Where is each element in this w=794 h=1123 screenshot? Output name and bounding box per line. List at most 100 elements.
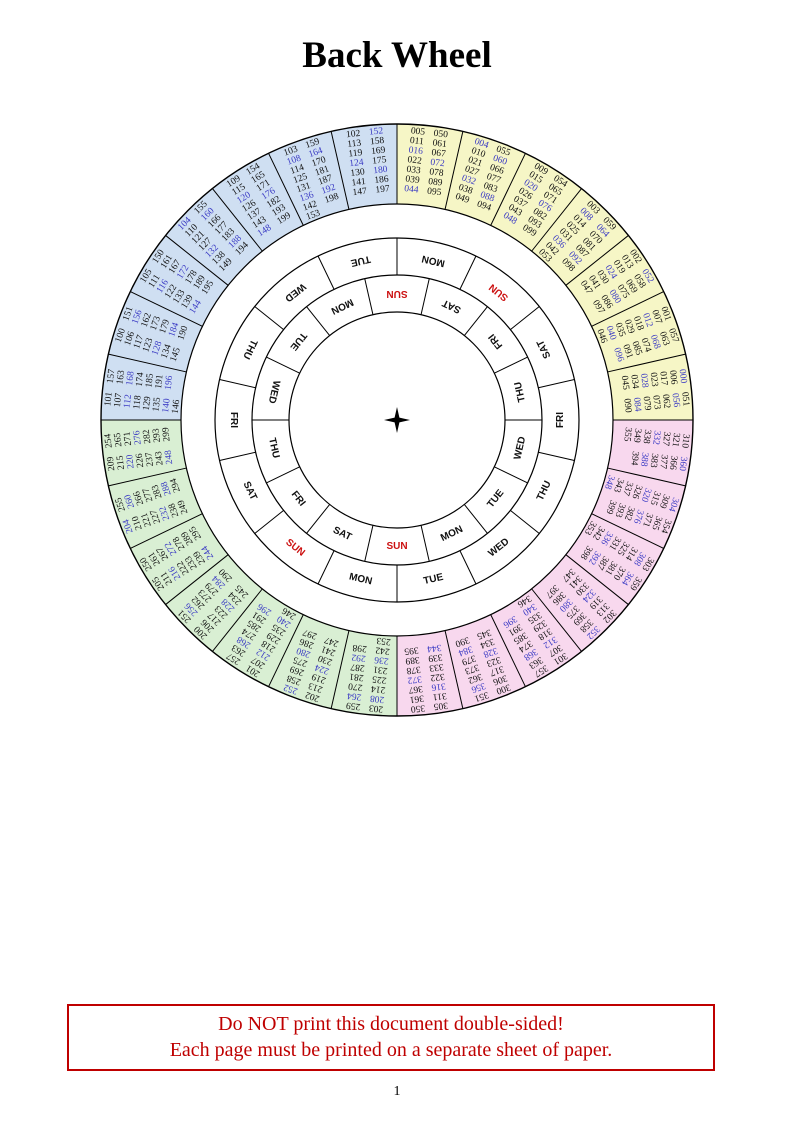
year-number: 051 — [679, 391, 691, 407]
weekday-label: WED — [266, 379, 282, 404]
year-number: 317 — [488, 663, 505, 677]
year-sector: 2052112162222332392442502612672722782892… — [138, 524, 216, 592]
year-number: 175 — [372, 155, 388, 167]
year-number: 269 — [289, 663, 306, 677]
day-cell-divider — [306, 504, 331, 534]
year-number: 320 — [638, 486, 652, 503]
year-number: 258 — [285, 672, 302, 686]
weekday-label: SUN — [487, 281, 510, 303]
weekday-label: FRI — [228, 412, 239, 428]
year-number: 056 — [670, 393, 682, 409]
day-cell-divider — [306, 306, 331, 336]
sector-divider — [444, 131, 464, 210]
year-sector: 2032082142252312362422532592642702812872… — [345, 635, 392, 714]
year-number: 215 — [115, 455, 127, 471]
year-number: 393 — [613, 502, 627, 519]
year-number: 077 — [485, 172, 502, 186]
year-number: 074 — [639, 337, 653, 354]
sector-divider — [330, 131, 350, 210]
year-sector: 1051111161221331391441501611671721781891… — [139, 248, 217, 316]
year-sector: 1031081141251311361421531591641701811871… — [282, 137, 340, 223]
year-number: 373 — [463, 662, 480, 676]
weekday-label: TUE — [287, 330, 308, 353]
year-number: 028 — [638, 373, 650, 389]
weekday-label: FRI — [555, 412, 566, 428]
year-number: 226 — [135, 453, 147, 469]
year-number: 029 — [622, 318, 636, 335]
day-cell-divider — [459, 255, 477, 290]
year-number: 007 — [649, 309, 663, 326]
year-number: 049 — [454, 192, 471, 206]
year-number: 142 — [302, 199, 319, 213]
year-number: 361 — [409, 693, 425, 705]
weekday-label: SUN — [386, 288, 407, 299]
year-number: 277 — [141, 486, 155, 503]
year-number: 095 — [427, 187, 443, 199]
year-number: 186 — [374, 174, 390, 186]
year-number: 208 — [369, 693, 385, 705]
year-number: 091 — [620, 343, 634, 360]
year-number: 384 — [457, 643, 474, 657]
day-cell-divider — [510, 306, 540, 330]
year-number: 224 — [314, 661, 331, 675]
year-sector: 1091151201261371431481541651711761821931… — [225, 161, 293, 239]
year-number: 040 — [604, 325, 618, 342]
year-number: 221 — [140, 511, 154, 528]
year-number: 089 — [428, 177, 444, 189]
weekday-label: MON — [348, 571, 373, 587]
year-number: 306 — [491, 672, 508, 686]
year-number: 038 — [457, 183, 474, 197]
day-cell-divider — [266, 466, 300, 484]
year-number: 159 — [304, 137, 321, 151]
year-number: 118 — [132, 395, 144, 410]
year-number: 044 — [404, 184, 420, 196]
year-number: 001 — [658, 305, 672, 322]
year-number: 000 — [677, 369, 689, 385]
day-cell-divider — [254, 306, 284, 330]
year-number: 163 — [115, 369, 127, 385]
year-number: 360 — [677, 456, 689, 472]
year-number: 241 — [320, 643, 337, 657]
center-star — [384, 407, 410, 433]
year-number: 060 — [492, 154, 509, 168]
year-number: 198 — [323, 192, 340, 206]
year-number: 210 — [130, 514, 144, 531]
year-number: 288 — [160, 480, 174, 497]
year-number: 078 — [429, 167, 445, 179]
year-number: 253 — [376, 635, 392, 647]
sector-divider — [565, 554, 629, 605]
year-number: 130 — [350, 167, 366, 179]
year-number: 103 — [282, 144, 299, 158]
year-number: 214 — [370, 683, 386, 695]
sector-divider — [165, 554, 229, 605]
weekday-label: THU — [240, 337, 259, 360]
year-number: 156 — [131, 308, 145, 325]
year-number: 057 — [666, 327, 680, 344]
year-number: 124 — [349, 158, 365, 170]
year-number: 394 — [628, 451, 640, 467]
year-number: 270 — [348, 680, 364, 692]
quadrant-years-100-199 — [101, 124, 397, 420]
sector-divider — [531, 588, 582, 652]
day-cell-divider — [459, 550, 477, 585]
year-number: 129 — [142, 396, 154, 412]
year-number: 039 — [405, 174, 421, 186]
year-number: 157 — [106, 368, 118, 384]
weekday-label: FRI — [289, 489, 308, 509]
year-number: 282 — [142, 429, 154, 445]
year-number: 379 — [460, 652, 477, 666]
year-number: 334 — [479, 636, 496, 650]
year-number: 067 — [431, 148, 447, 160]
year-number: 254 — [103, 433, 115, 449]
year-number: 108 — [286, 153, 303, 167]
year-sector: 0020130190240300410470520580690750800860… — [578, 248, 656, 316]
year-number: 204 — [121, 518, 135, 535]
year-number: 021 — [467, 155, 484, 169]
page-number: 1 — [393, 1084, 401, 1099]
sector-divider — [591, 513, 664, 549]
year-sector: 3043093153203263373433483543653713763823… — [602, 474, 680, 535]
year-number: 094 — [476, 199, 493, 213]
weekday-label: WED — [283, 281, 308, 304]
year-number: 184 — [167, 321, 181, 338]
